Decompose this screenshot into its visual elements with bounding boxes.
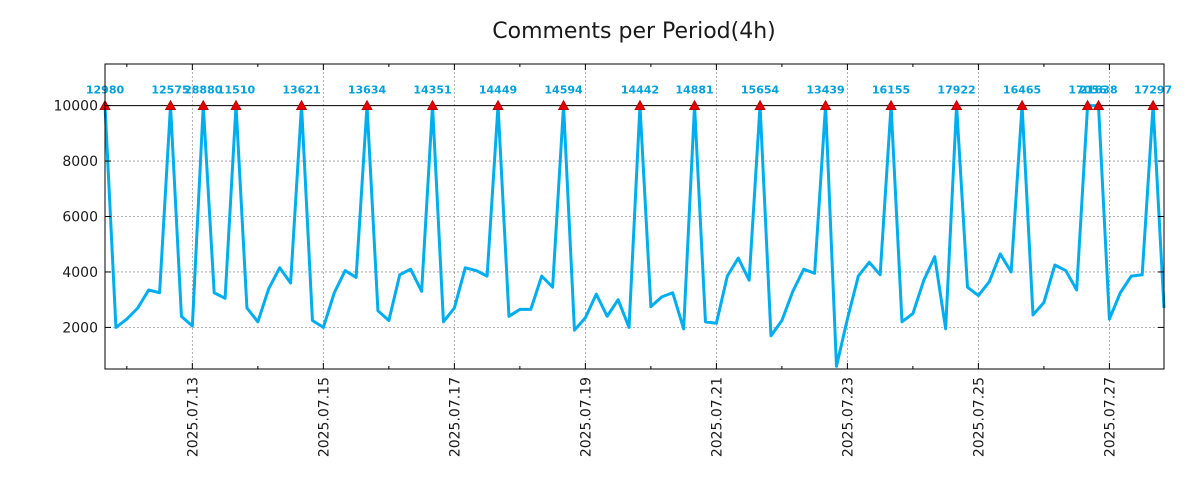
y-tick-label: 6000 bbox=[62, 210, 98, 226]
peak-label: 17056 bbox=[1068, 84, 1107, 97]
y-tick-label: 10000 bbox=[53, 99, 98, 115]
peak-label: 12575 bbox=[151, 84, 189, 97]
peak-label: 14449 bbox=[479, 84, 517, 97]
plot-frame bbox=[104, 63, 1165, 370]
peak-label: 15654 bbox=[741, 84, 780, 97]
x-tick-label: 2025.07.27 bbox=[1102, 377, 1118, 457]
x-tick-label: 2025.07.17 bbox=[447, 377, 463, 457]
peak-marker bbox=[634, 99, 646, 110]
peak-label: 16155 bbox=[872, 84, 910, 97]
peak-marker bbox=[754, 99, 766, 110]
peak-marker bbox=[819, 99, 832, 110]
peak-marker bbox=[1081, 99, 1094, 110]
x-tick-label: 2025.07.25 bbox=[971, 377, 987, 457]
x-tick-label: 2025.07.13 bbox=[185, 377, 201, 457]
peak-marker bbox=[426, 99, 439, 110]
peak-label: 13634 bbox=[348, 84, 387, 97]
chart-title: Comments per Period(4h) bbox=[492, 19, 776, 44]
axis-layer: 2000 4000 6000 8000 10000 2025.07.13 2025.07.1… bbox=[53, 63, 1165, 457]
y-tick-label: 4000 bbox=[62, 265, 98, 281]
y-tick-label: 2000 bbox=[62, 320, 98, 336]
peak-label: 14351 bbox=[413, 84, 451, 97]
x-tick-label: 2025.07.23 bbox=[840, 377, 856, 457]
peak-marker bbox=[230, 99, 242, 110]
peak-label: 14594 bbox=[544, 84, 583, 97]
y-tick-label: 8000 bbox=[62, 154, 98, 170]
peak-marker bbox=[688, 99, 701, 110]
peak-marker bbox=[197, 99, 209, 110]
peak-label: 14881 bbox=[675, 84, 713, 97]
peak-marker bbox=[295, 99, 308, 110]
peak-marker bbox=[1016, 99, 1028, 110]
x-tick-label: 2025.07.15 bbox=[316, 377, 332, 457]
peak-label: 28880 bbox=[184, 84, 223, 97]
peak-label: 17922 bbox=[937, 84, 975, 97]
peak-label: 14442 bbox=[621, 84, 659, 97]
peak-marker bbox=[950, 99, 963, 110]
series-layer bbox=[103, 104, 1166, 368]
peak-marker bbox=[361, 99, 373, 110]
peak-label: 13621 bbox=[282, 84, 320, 97]
x-tick-label: 2025.07.19 bbox=[578, 377, 594, 457]
peak-marker bbox=[1147, 99, 1159, 110]
peak-marker bbox=[885, 99, 897, 110]
peak-marker bbox=[1092, 99, 1105, 110]
peak-label: 17297 bbox=[1134, 84, 1172, 97]
peak-marker bbox=[492, 99, 504, 110]
peak-label: 21638 bbox=[1079, 84, 1117, 97]
peak-marker bbox=[557, 99, 570, 110]
peak-marker bbox=[164, 99, 177, 110]
peak-label: 11510 bbox=[217, 84, 256, 97]
peak-label: 16465 bbox=[1003, 84, 1041, 97]
peak-label: 13439 bbox=[806, 84, 844, 97]
x-tick-label: 2025.07.21 bbox=[709, 377, 725, 457]
series-line bbox=[103, 104, 1166, 368]
